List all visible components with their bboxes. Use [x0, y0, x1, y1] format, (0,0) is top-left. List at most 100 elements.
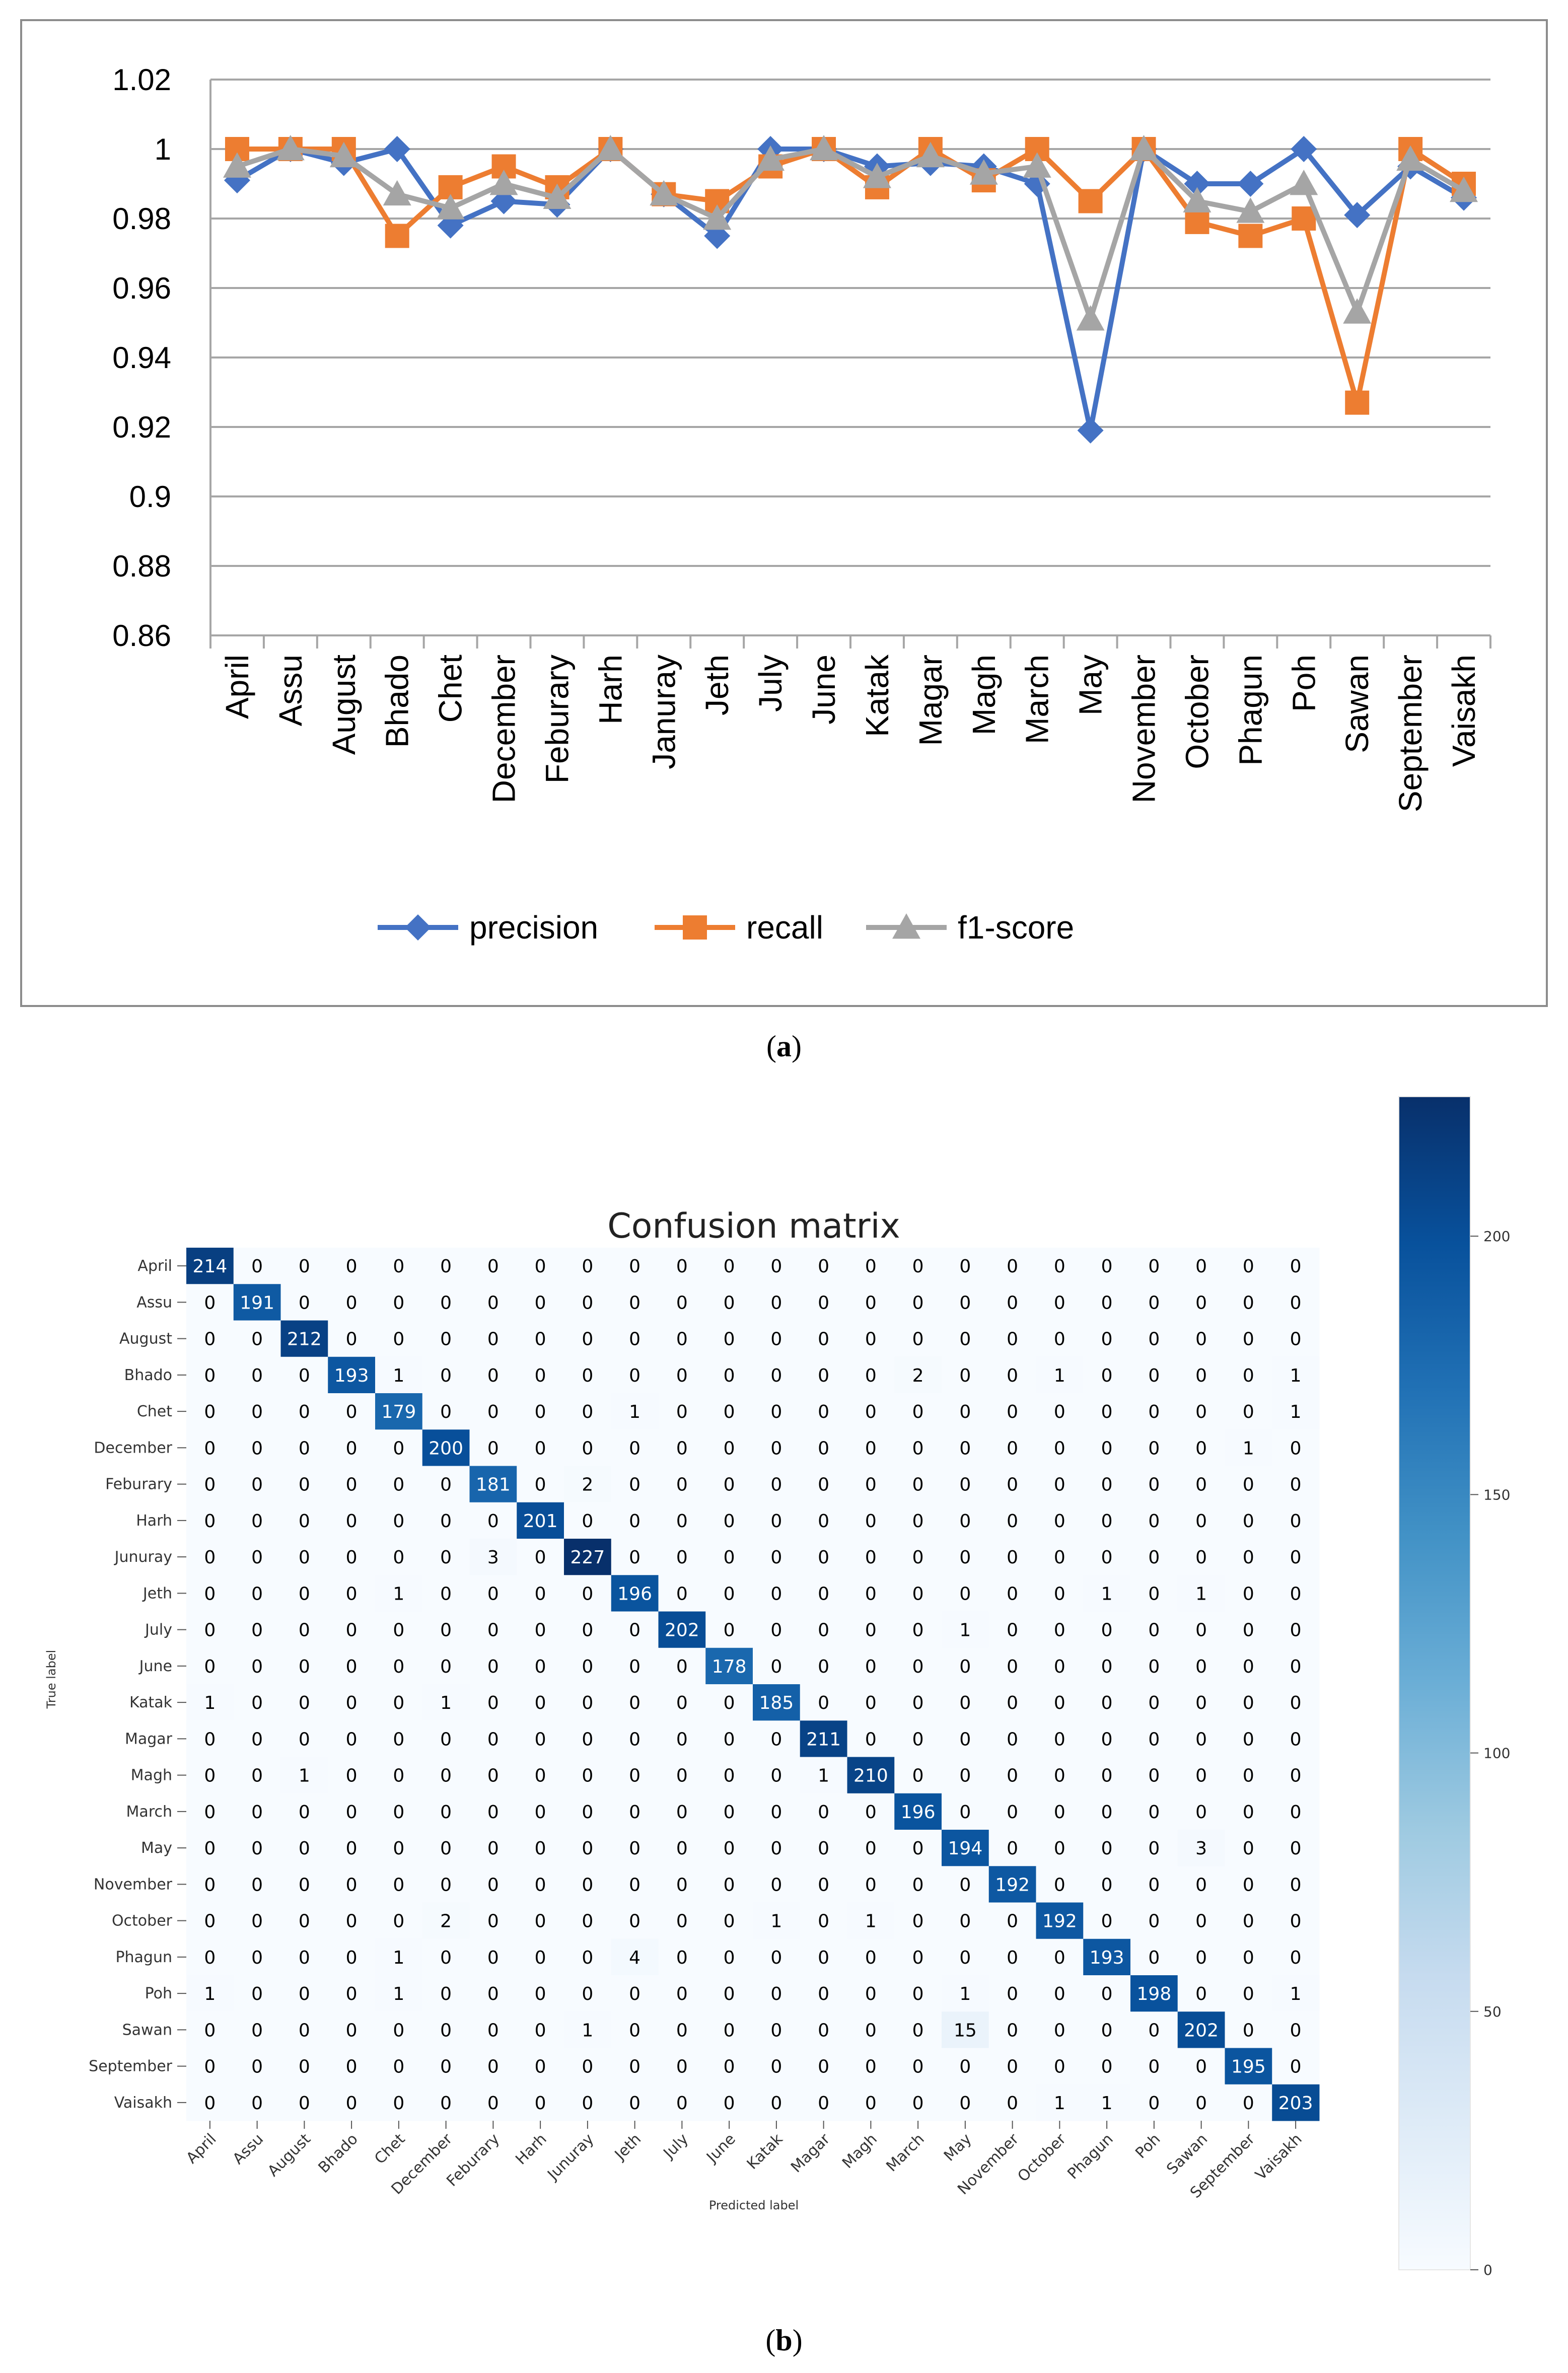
cm-cell-fill: [1130, 2011, 1178, 2048]
cm-cell-fill: [1272, 1866, 1320, 1903]
ytick-label: 0.88: [112, 549, 171, 583]
cm-cell-value: 0: [535, 1584, 546, 1604]
cm-cell-value: 0: [676, 1766, 688, 1786]
cm-cell: 0: [1177, 1647, 1225, 1685]
cm-cell-value: 0: [299, 1438, 310, 1459]
cm-cell: 0: [753, 2011, 801, 2048]
cm-cell-fill: [705, 2048, 753, 2085]
cm-cell: 0: [800, 1866, 847, 1903]
ytick-label: 0.86: [112, 619, 171, 653]
cm-cell: 0: [469, 1502, 517, 1539]
cm-cell-fill: [1036, 1393, 1084, 1430]
cm-cell: 203: [1272, 2084, 1320, 2121]
cm-cell-value: 0: [1195, 1729, 1207, 1750]
cm-cell: 0: [988, 2084, 1036, 2121]
cm-cell-value: 211: [806, 1729, 841, 1750]
cm-cell-fill: [800, 1429, 847, 1466]
cm-cell: 0: [1130, 2084, 1178, 2121]
cm-cell: 0: [280, 2084, 328, 2121]
cm-cell-fill: [705, 1320, 753, 1357]
cm-cell-fill: [658, 1575, 706, 1612]
cm-cell: 0: [1036, 1539, 1084, 1575]
cm-cell-value: 1: [393, 1984, 404, 2004]
cm-cell-value: 0: [770, 1475, 782, 1495]
cm-cell-value: 1: [629, 1402, 640, 1422]
cm-cell: 0: [1083, 1793, 1131, 1830]
cm-cell-value: 0: [724, 1729, 735, 1750]
cm-cell-fill: [1130, 1575, 1178, 1612]
cm-cell: 0: [988, 1575, 1036, 1612]
cm-cell: 212: [280, 1320, 328, 1357]
cm-cell-fill: [1036, 1248, 1084, 1284]
cm-cell: 179: [375, 1393, 423, 1430]
xtick-phagun: Phagun: [1232, 655, 1268, 766]
cm-cell-value: 0: [251, 1693, 263, 1713]
cm-cell-value: 0: [959, 1584, 971, 1604]
xtick-bhado: Bhado: [379, 655, 415, 748]
cm-cell-value: 0: [959, 1875, 971, 1895]
cm-cell: 0: [800, 1975, 847, 2012]
cm-cell-value: 4: [629, 1948, 640, 1968]
cm-cell-value: 0: [440, 1838, 452, 1859]
cm-cell: 0: [894, 1393, 942, 1430]
cm-cell-value: 0: [865, 1292, 877, 1313]
cm-cell-value: 0: [1290, 1693, 1302, 1713]
cm-cell: 0: [1083, 1902, 1131, 1939]
cm-cell-fill: [847, 1393, 895, 1430]
cm-cell: 0: [1225, 1720, 1272, 1757]
cm-cell-fill: [233, 1502, 281, 1539]
cm-cell-fill: [1177, 1684, 1225, 1721]
cm-cell-value: 0: [724, 1693, 735, 1713]
cm-cell: 214: [186, 1248, 234, 1284]
cm-cell: 0: [705, 1429, 753, 1466]
cm-cell-fill: [658, 1793, 706, 1830]
cm-cell-fill: [1083, 1866, 1131, 1903]
cm-cell-fill: [847, 1866, 895, 1903]
cm-cell-fill: [753, 1539, 801, 1575]
cm-cell-fill: [280, 1284, 328, 1321]
cm-cell: 0: [328, 1429, 376, 1466]
cm-cell: 0: [375, 1284, 423, 1321]
cm-cell: 195: [1225, 2048, 1272, 2085]
cm-cell-fill: [705, 1938, 753, 1976]
cm-cell-fill: [517, 1684, 564, 1721]
cm-cell: 2: [422, 1902, 470, 1939]
cm-cell: 0: [1225, 1393, 1272, 1430]
col-label-july: July: [660, 2130, 692, 2163]
cm-cell: 0: [800, 1248, 847, 1284]
cm-cell-fill: [894, 1938, 942, 1976]
cm-cell: 0: [328, 1284, 376, 1321]
cm-cell-value: 0: [1007, 2057, 1018, 2077]
cm-cell-value: 0: [818, 1584, 829, 1604]
cm-cell-value: 0: [724, 1511, 735, 1532]
cm-cell: 0: [1083, 1356, 1131, 1394]
cm-cell: 0: [800, 2011, 847, 2048]
cm-cell-fill: [800, 1975, 847, 2012]
cm-cell-fill: [847, 2048, 895, 2085]
cm-cell-value: 0: [1243, 1984, 1254, 2004]
cm-cell-fill: [1177, 1502, 1225, 1539]
cm-cell-value: 0: [535, 1838, 546, 1859]
cm-cell: 191: [233, 1284, 281, 1321]
cm-cell-value: 0: [770, 1657, 782, 1677]
cm-cell-fill: [564, 2048, 612, 2085]
cm-cell: 0: [1225, 1975, 1272, 2012]
cm-cell-value: 0: [1290, 1911, 1302, 1932]
cm-cell-fill: [753, 1356, 801, 1394]
cm-cell-fill: [988, 1575, 1036, 1612]
cm-cell: 0: [1083, 1647, 1131, 1685]
cm-cell: 0: [1177, 1429, 1225, 1466]
xtick-july: July: [752, 655, 789, 712]
cm-cell: 0: [375, 2084, 423, 2121]
cm-cell: 0: [847, 1793, 895, 1830]
cm-cell-fill: [894, 1320, 942, 1357]
cm-cell-fill: [1225, 1393, 1272, 1430]
cm-cell-fill: [1036, 1575, 1084, 1612]
cm-cell-value: 0: [440, 1802, 452, 1823]
cm-cell-fill: [422, 1938, 470, 1976]
cm-cell-value: 0: [299, 1984, 310, 2004]
cm-cell-value: 0: [299, 1802, 310, 1823]
cm-cell-value: 0: [346, 1948, 358, 1968]
cm-cell: 0: [564, 1975, 612, 2012]
cm-cell-value: 0: [865, 1402, 877, 1422]
